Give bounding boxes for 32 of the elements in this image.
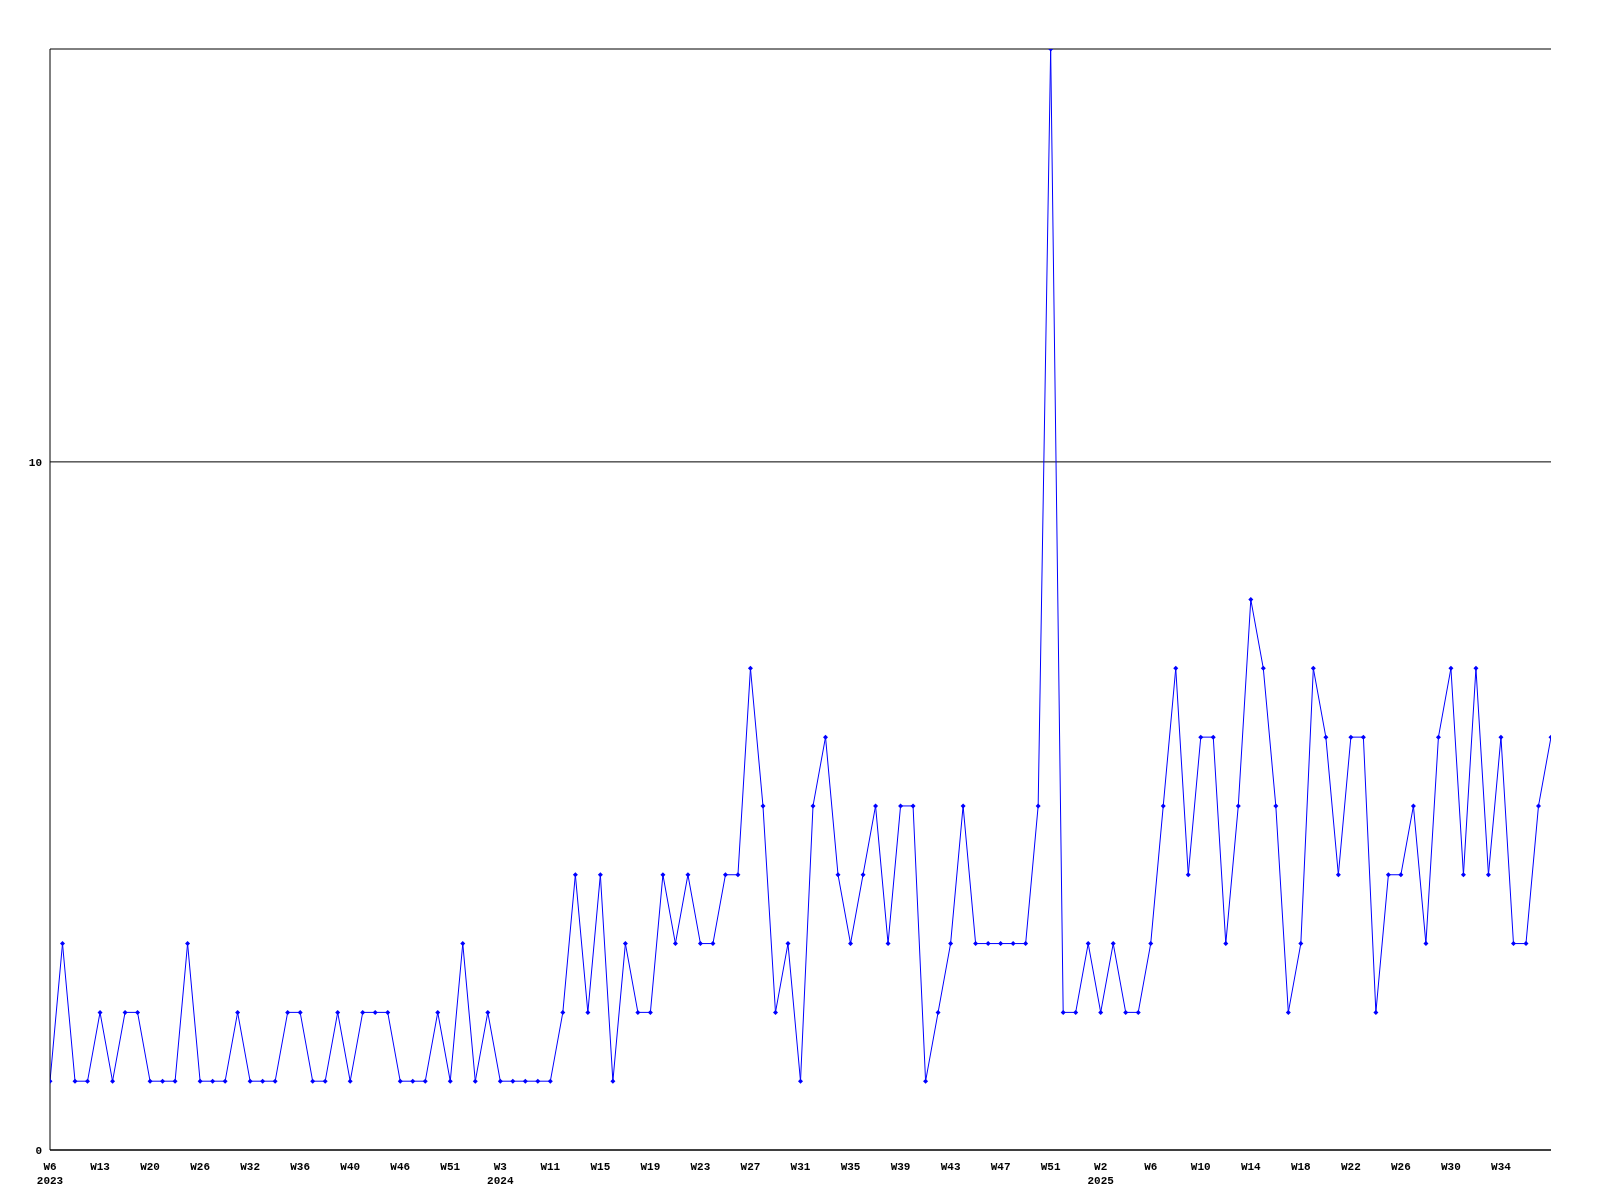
x-tick-label: W26: [1390, 1161, 1411, 1173]
x-tick-label: W11: [540, 1161, 561, 1173]
y-tick-label: 0: [35, 1144, 42, 1157]
x-tick-label: W26: [190, 1161, 211, 1173]
x-tick-label: W22: [1340, 1161, 1361, 1173]
y-tick-label: 10: [28, 456, 42, 469]
x-tick-label: W27: [740, 1161, 761, 1173]
x-tick-label: W6 2023: [36, 1161, 64, 1187]
x-tick-label: W14: [1240, 1161, 1262, 1173]
x-tick-label: W34: [1491, 1161, 1512, 1173]
x-tick-label: W47: [990, 1161, 1011, 1173]
x-tick-label: W51: [440, 1161, 461, 1173]
x-tick-label: W40: [340, 1161, 361, 1173]
x-tick-label: W31: [790, 1161, 811, 1173]
x-tick-label: W35: [840, 1161, 861, 1173]
x-tick-label: W3 2024: [487, 1161, 514, 1187]
x-tick-label: W2 2025: [1087, 1161, 1115, 1187]
x-tick-label: W39: [890, 1161, 911, 1173]
x-tick-label: W15: [590, 1161, 611, 1173]
x-tick-label: W20: [140, 1161, 160, 1173]
x-tick-label: W43: [940, 1161, 961, 1173]
x-tick-label: W6: [1144, 1161, 1158, 1173]
x-tick-label: W13: [90, 1161, 111, 1173]
x-tick-label: W32: [240, 1161, 261, 1173]
x-tick-label: W19: [640, 1161, 661, 1173]
x-tick-label: W36: [290, 1161, 311, 1173]
x-tick-label: W18: [1290, 1161, 1312, 1173]
x-tick-label: W30: [1441, 1161, 1461, 1173]
x-tick-label: W23: [690, 1161, 711, 1173]
x-tick-label: W51: [1040, 1161, 1061, 1173]
x-tick-label: W46: [390, 1161, 411, 1173]
x-tick-label: W10: [1190, 1161, 1211, 1173]
